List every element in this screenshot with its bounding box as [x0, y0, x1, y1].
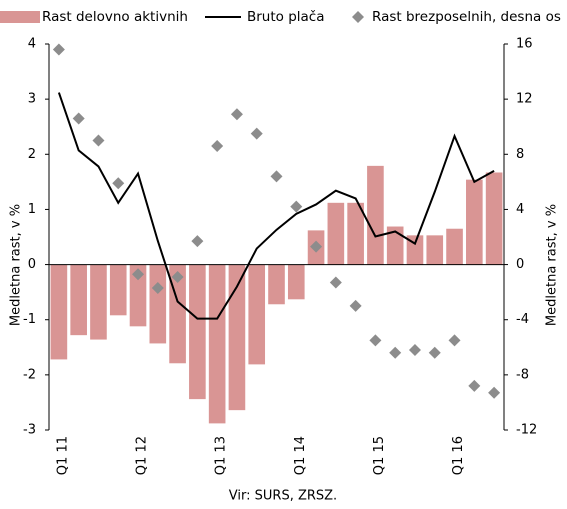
- marker: [329, 276, 342, 289]
- marker: [369, 334, 382, 347]
- y2-tick-label: 0: [516, 257, 524, 272]
- marker: [250, 127, 263, 140]
- bar: [466, 179, 483, 265]
- x-tick-label: Q1 11: [55, 436, 70, 475]
- bar: [228, 264, 246, 411]
- marker: [349, 299, 362, 312]
- marker: [230, 108, 243, 121]
- bar: [287, 264, 305, 300]
- legend-swatch: [352, 11, 364, 23]
- y2-axis-label: Medletna rast, v %: [545, 204, 560, 326]
- bar: [129, 264, 147, 327]
- bar: [70, 264, 87, 336]
- bar: [426, 235, 444, 265]
- marker: [488, 386, 501, 399]
- marker: [132, 268, 145, 281]
- bar: [50, 264, 68, 360]
- y2-tick-label: -8: [516, 367, 529, 382]
- bar: [347, 202, 364, 265]
- marker: [52, 43, 65, 56]
- bar: [386, 226, 404, 265]
- x-tick-label: Q1 15: [372, 436, 387, 475]
- x-tick-label: Q1 14: [293, 436, 308, 475]
- y-axis-label: Medletna rast, v %: [9, 204, 24, 326]
- marker: [171, 270, 184, 283]
- y-tick-label: 0: [28, 257, 36, 272]
- y-tick-label: 4: [28, 37, 36, 52]
- marker: [270, 170, 283, 183]
- legend-label: Rast brezposelnih, desna os: [372, 9, 561, 25]
- legend-label: Bruto plača: [247, 9, 325, 25]
- y-tick-label: 2: [28, 147, 36, 162]
- line: [57, 92, 495, 320]
- source: Vir: SURS, ZRSZ.: [229, 489, 337, 504]
- marker: [92, 134, 105, 147]
- marker: [428, 346, 441, 359]
- y2-tick-label: 16: [516, 37, 533, 52]
- marker: [112, 177, 125, 190]
- bar: [327, 202, 345, 265]
- bar: [208, 264, 226, 424]
- x-tick-label: Q1 12: [135, 436, 150, 475]
- legend: Rast delovno aktivnih Bruto plača Rast bre…: [0, 9, 561, 25]
- marker: [448, 334, 461, 347]
- bar: [268, 264, 285, 305]
- y2-tick-label: 4: [516, 202, 524, 217]
- y2-tick-label: -4: [516, 312, 529, 327]
- bar: [149, 264, 167, 344]
- marker: [72, 112, 85, 125]
- bar: [367, 165, 384, 265]
- bar: [90, 264, 107, 340]
- marker: [151, 282, 164, 295]
- marker: [408, 344, 421, 357]
- marker: [211, 140, 224, 153]
- legend-swatch: [0, 11, 40, 23]
- y-tick-label: -3: [23, 423, 36, 438]
- bar: [485, 172, 503, 265]
- marker: [468, 379, 481, 392]
- x-tick-label: Q1 16: [451, 436, 466, 475]
- y2-tick-label: -12: [516, 423, 537, 438]
- marker: [191, 235, 204, 248]
- bar: [248, 264, 266, 365]
- legend-label: Rast delovno aktivnih: [42, 9, 188, 25]
- marker: [290, 200, 303, 213]
- bar: [189, 264, 206, 400]
- bar: [446, 228, 463, 265]
- y-tick-label: 3: [28, 92, 36, 107]
- y2-tick-label: 8: [516, 147, 524, 162]
- y2-tick-label: 12: [516, 92, 533, 107]
- bar: [406, 235, 424, 265]
- marker: [389, 346, 402, 359]
- x-tick-label: Q1 13: [214, 436, 229, 475]
- y-tick-label: -2: [23, 367, 36, 382]
- marker: [310, 240, 323, 253]
- bar: [109, 264, 127, 316]
- y-tick-label: -1: [23, 312, 36, 327]
- y-tick-label: 1: [28, 202, 36, 217]
